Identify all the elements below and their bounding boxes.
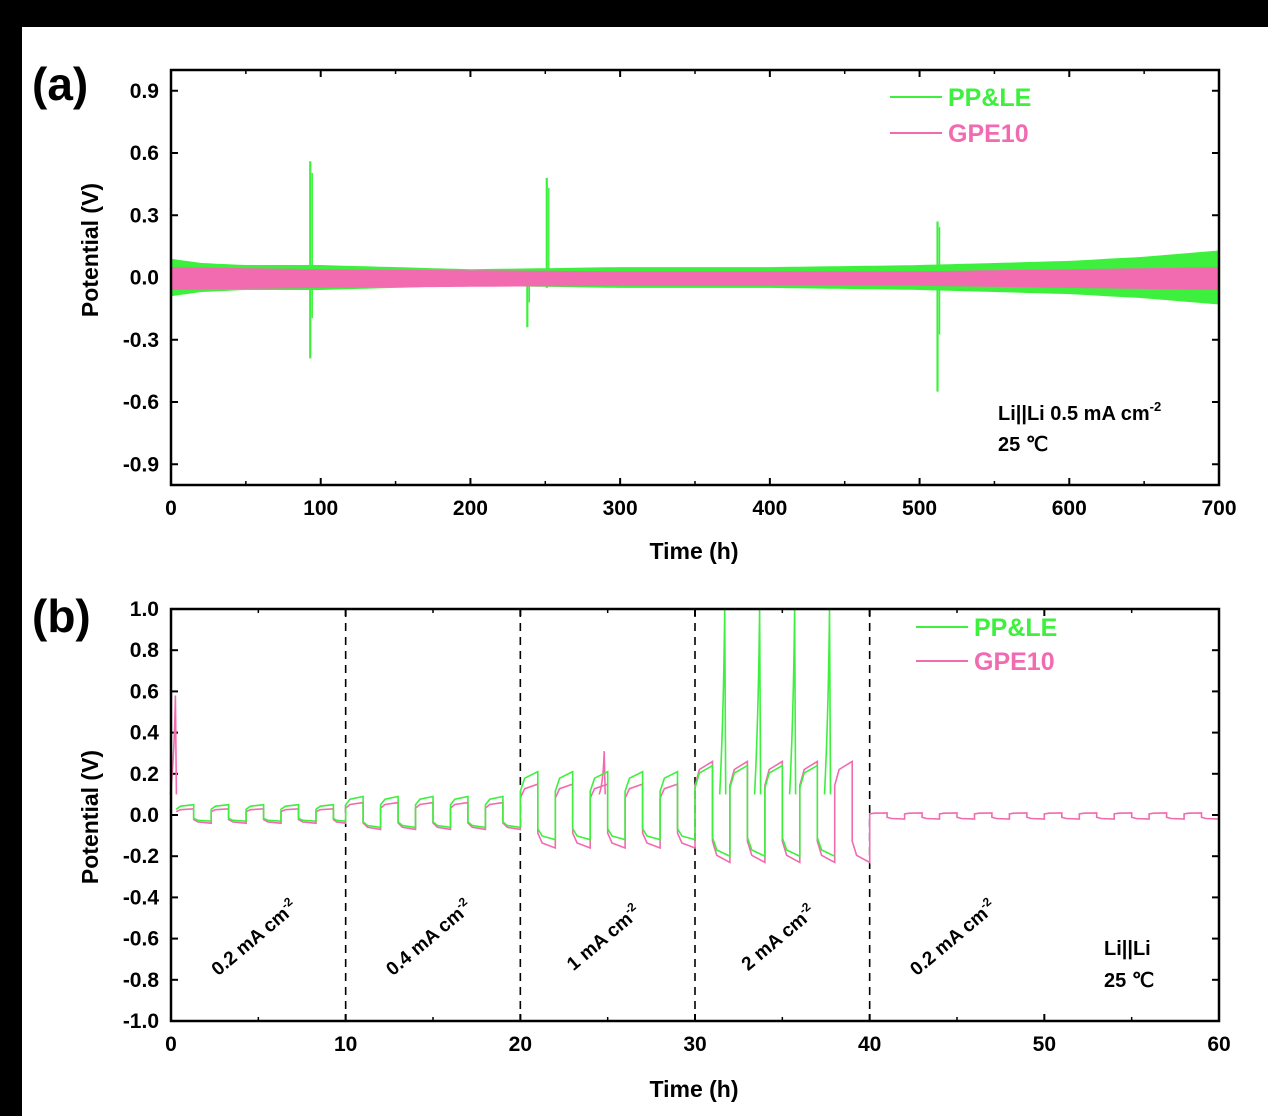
a-ytick-label: -0.9: [123, 453, 159, 476]
figure-panel: (a) Time (h) Potential (V) Li||Li 0.5 mA…: [22, 27, 1268, 1116]
a-ytick-label: 0.3: [130, 204, 159, 227]
b-plot-frame: [169, 607, 1221, 1023]
b-ytick-label: 0.2: [130, 763, 159, 786]
b-rate-label: 1 mA cm-2: [561, 899, 645, 975]
b-xtick-label: 40: [858, 1033, 881, 1056]
b-xtick-label: 50: [1033, 1033, 1056, 1056]
a-xtick-label: 0: [165, 497, 177, 520]
a-ytick-label: -0.3: [123, 329, 159, 352]
a-legend-label: PP&LE: [948, 84, 1031, 112]
b-rate-label-text: 0.2 mA cm: [906, 904, 992, 981]
b-series-pp-le-line-spike: [823, 608, 832, 795]
a-xtick-label: 600: [1052, 497, 1087, 520]
b-rate-label: 0.4 mA cm-2: [381, 894, 477, 980]
a-legend-label: GPE10: [948, 120, 1029, 148]
b-rate-label-text: 2 mA cm: [738, 909, 812, 976]
b-ytick-label: -0.4: [123, 886, 160, 909]
a-xtick-label: 100: [303, 497, 338, 520]
b-series-pp-le-line-spike: [753, 608, 762, 795]
b-xtick-label: 60: [1207, 1033, 1230, 1056]
b-xtick-label: 20: [509, 1033, 532, 1056]
a-xtick-label: 200: [453, 497, 488, 520]
b-series-pp-le-line-spike: [788, 608, 797, 795]
b-rate-label-text: 0.2 mA cm: [208, 904, 294, 981]
a-series-gpe10-band: [171, 267, 1219, 290]
b-ytick-label: 0.0: [130, 804, 159, 827]
panel-b-xlabel: Time (h): [649, 1076, 738, 1102]
b-ytick-label: 0.8: [130, 639, 160, 662]
b-xtick-label: 10: [334, 1033, 357, 1056]
b-series-pp-le-line-spike: [718, 608, 727, 795]
a-ytick-label: 0.9: [130, 80, 159, 103]
b-rate-label: 0.2 mA cm-2: [905, 894, 1001, 980]
figure-svg: (a) Time (h) Potential (V) Li||Li 0.5 mA…: [32, 58, 1237, 1102]
b-rate-label-text: 1 mA cm: [563, 909, 637, 976]
panel-a-xlabel: Time (h): [649, 538, 738, 564]
panel-b-condition: Li||Li: [1104, 938, 1151, 960]
b-xtick-label: 0: [165, 1033, 177, 1056]
b-ytick-label: -0.6: [123, 928, 159, 951]
b-ytick-label: -0.2: [123, 845, 159, 868]
b-series-gpe10-line-spike: [598, 751, 606, 795]
a-xtick-label: 400: [752, 497, 787, 520]
chart-a-plot: 0 100 200 300 400 500 600 700 -0.9 -0.6 -0.3 0.0 0.3…: [123, 68, 1237, 520]
panel-b-label: (b): [32, 590, 91, 642]
b-legend-label: GPE10: [974, 648, 1055, 676]
b-legend-label: PP&LE: [974, 614, 1057, 642]
a-plot-frame: [169, 68, 1221, 487]
b-ytick-label: -0.8: [123, 969, 160, 992]
b-xtick-label: 30: [683, 1033, 706, 1056]
panel-a-ylabel: Potential (V): [77, 183, 103, 317]
b-rate-label: 2 mA cm-2: [736, 899, 820, 975]
b-ytick-label: 1.0: [130, 598, 159, 621]
b-rate-label-text: 0.4 mA cm: [382, 904, 468, 981]
a-ytick-label: 0.0: [130, 267, 159, 290]
b-series-pp-le-line: [175, 764, 836, 858]
a-xtick-label: 700: [1201, 497, 1236, 520]
panel-a-temperature: 25 ℃: [998, 434, 1048, 456]
a-xtick-label: 300: [603, 497, 638, 520]
panel-a-label: (a): [32, 58, 88, 110]
a-xtick-label: 500: [902, 497, 937, 520]
a-ytick-label: 0.6: [130, 142, 159, 165]
b-rate-label: 0.2 mA cm-2: [206, 894, 302, 980]
b-ytick-label: 0.6: [130, 680, 159, 703]
b-ytick-label: 0.4: [130, 722, 160, 745]
a-ytick-label: -0.6: [123, 391, 159, 414]
chart-b-plot: 0 10 20 30 40 50 60 -1.0 -0.8 -0.6 -0.4 -0.2 0.0 0.2 0…: [123, 598, 1231, 1056]
panel-b-ylabel: Potential (V): [77, 750, 103, 884]
panel-b-temperature: 25 ℃: [1104, 970, 1154, 992]
b-ytick-label: -1.0: [123, 1010, 159, 1033]
panel-a-condition: Li||Li 0.5 mA cm-2: [998, 399, 1161, 425]
